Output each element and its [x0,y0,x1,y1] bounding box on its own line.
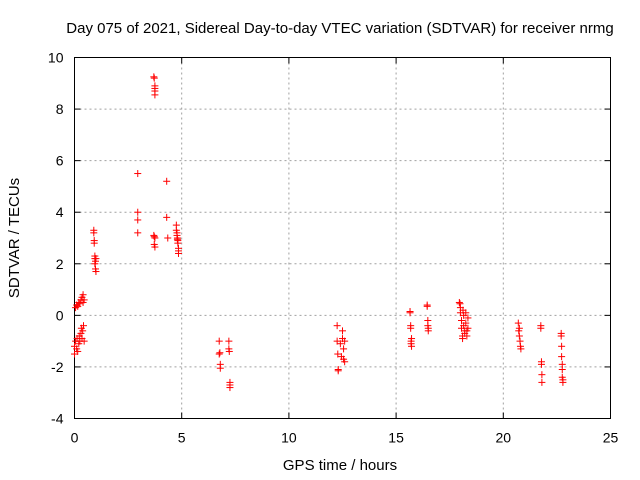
data-point [90,239,98,247]
data-point [80,296,88,304]
data-point [215,350,223,358]
data-point [92,268,100,276]
x-tick-label: 25 [603,430,619,446]
x-tick-label: 10 [281,430,297,446]
y-tick-label: -4 [51,411,64,427]
data-point [423,302,431,310]
data-point [79,291,87,299]
data-point [558,366,566,374]
data-point [215,337,223,345]
x-tick-label: 15 [388,430,404,446]
x-tick-label: 20 [496,430,512,446]
data-point [151,243,159,251]
y-axis-label: SDTVAR / TECUs [6,178,23,298]
data-point [559,378,567,386]
plot-frame [74,57,611,419]
data-point [514,319,522,327]
y-tick-label: 0 [56,307,64,323]
data-point [174,249,182,257]
data-point [226,384,234,392]
data-point [558,353,566,361]
data-point [174,239,182,247]
data-point [134,229,142,237]
data-point [464,314,472,322]
data-point [462,319,470,327]
y-tick-label: 2 [56,256,64,272]
data-point [457,317,465,325]
data-point [225,347,233,355]
data-point [517,345,525,353]
data-point [79,327,87,335]
chart-title: Day 075 of 2021, Sidereal Day-to-day VTE… [66,20,613,37]
data-point [216,349,224,357]
data-point [406,309,414,317]
data-point [80,322,88,330]
x-axis-ticks: 0 5 10 15 20 25 [71,57,619,446]
x-tick-label: 0 [71,430,79,446]
data-point [334,367,342,375]
y-tick-label: 8 [56,101,64,117]
data-point [408,335,416,343]
data-point [225,337,233,345]
data-point [341,358,349,366]
data-point [164,234,172,242]
data-point [339,327,346,335]
data-point [80,337,88,345]
y-axis-ticks: -4 -2 0 2 4 6 8 10 [48,50,611,427]
data-point [134,216,142,224]
y-tick-label: -2 [51,359,64,375]
data-point [150,233,158,241]
data-point [163,213,171,221]
data-point [537,324,545,332]
data-point [92,255,100,263]
data-point [90,229,98,237]
data-point [333,322,341,330]
data-point [464,324,472,332]
data-point [134,170,142,178]
data-point [341,337,349,345]
data-point [163,177,171,185]
data-point [558,342,566,350]
data-point [151,91,159,99]
data-point [538,371,546,379]
data-point [134,208,142,216]
data-point [151,234,159,242]
data-point [150,74,158,82]
grid-lines [74,57,611,419]
data-point [424,327,432,335]
y-tick-label: 4 [56,204,64,220]
data-point [557,332,565,340]
data-point [538,378,546,386]
data-point [74,347,82,355]
data-point [462,309,470,317]
data-point [537,360,545,368]
data-point [407,324,415,332]
data-points [71,73,567,392]
data-point [340,345,348,353]
data-point [515,324,523,332]
data-point [76,300,84,308]
data-point [459,335,467,343]
data-point [408,342,416,350]
data-point [455,298,463,306]
y-tick-label: 6 [56,153,64,169]
data-point [336,340,344,348]
x-axis-label: GPS time / hours [283,457,397,474]
data-point [334,350,342,358]
data-point [216,364,224,372]
x-tick-label: 5 [178,430,186,446]
data-point [515,332,523,340]
y-tick-label: 10 [48,50,64,66]
